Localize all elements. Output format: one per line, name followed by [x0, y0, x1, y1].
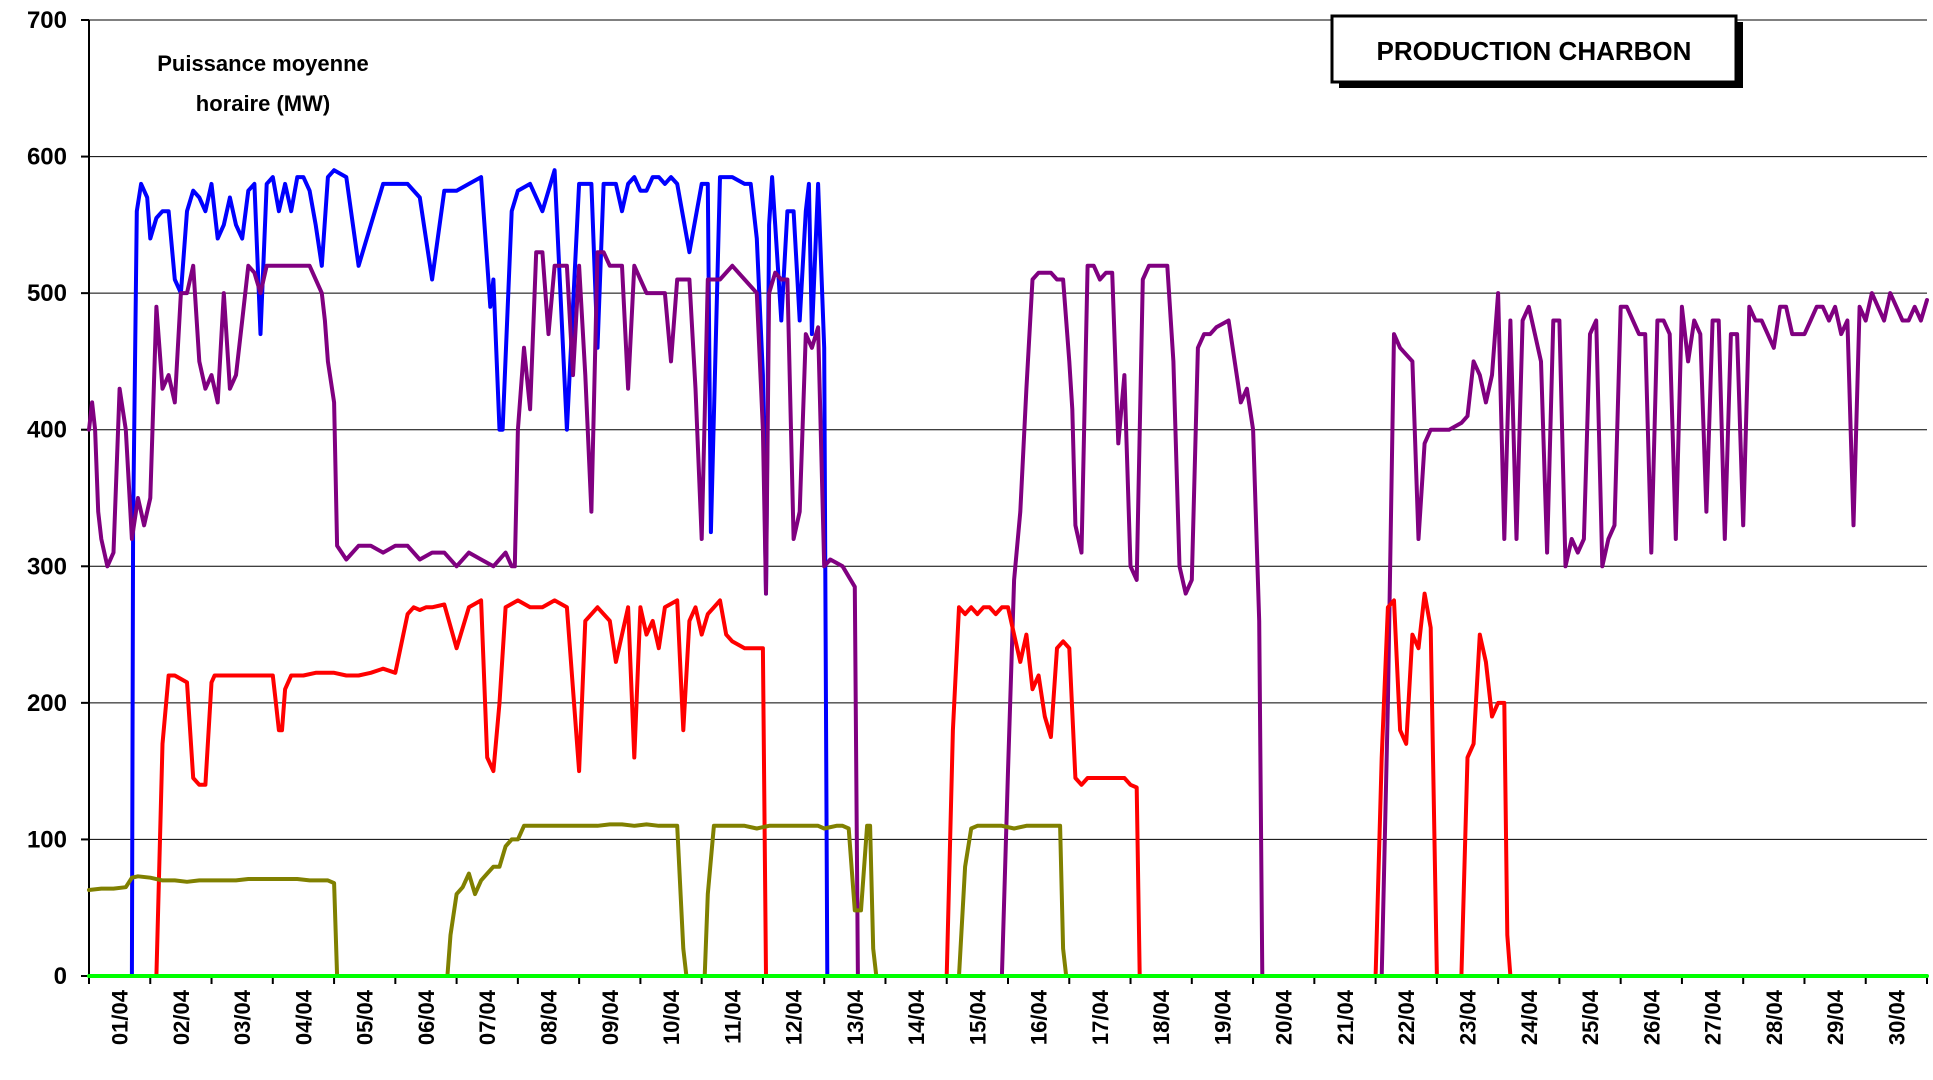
- x-tick-label: 28/04: [1762, 989, 1787, 1045]
- x-tick-label: 22/04: [1394, 989, 1419, 1045]
- series-line-10: [702, 823, 879, 978]
- x-tick-label: 04/04: [291, 989, 316, 1045]
- series-line-5: [944, 605, 1142, 978]
- y-tick-label: 200: [27, 690, 67, 717]
- x-tick-label: 12/04: [782, 989, 807, 1045]
- series-line-0: [129, 168, 830, 978]
- x-tick-label: 02/04: [169, 989, 194, 1045]
- x-tick-labels: 01/04 02/04 03/04 04/04 05/04 06/04 07/04 08/04…: [108, 989, 1910, 1045]
- series-line-1: [87, 250, 860, 978]
- series-line-4: [154, 598, 768, 978]
- x-tick-label: 01/04: [108, 989, 133, 1045]
- y-tick-label: 400: [27, 417, 67, 444]
- x-tick-label: 09/04: [598, 989, 623, 1045]
- x-tick-label: 17/04: [1088, 989, 1113, 1045]
- y-axis-label-line-1: Puissance moyenne: [157, 51, 369, 76]
- chart-title: PRODUCTION CHARBON: [1377, 36, 1692, 66]
- x-tick-label: 10/04: [659, 989, 684, 1045]
- x-tick-label: 06/04: [414, 989, 439, 1045]
- x-tick-label: 25/04: [1578, 989, 1603, 1045]
- x-tick-label: 27/04: [1701, 989, 1726, 1045]
- x-tick-label: 24/04: [1517, 989, 1542, 1045]
- y-axis-label: Puissance moyenne horaire (MW): [157, 51, 369, 116]
- x-tick-label: 26/04: [1639, 989, 1664, 1045]
- series-line-9: [445, 822, 689, 978]
- series-line-7: [1459, 632, 1513, 978]
- x-tick-label: 21/04: [1333, 989, 1358, 1045]
- x-tick-label: 05/04: [353, 989, 378, 1045]
- x-tick-label: 20/04: [1272, 989, 1297, 1045]
- x-tick-label: 08/04: [537, 989, 562, 1045]
- x-tick-label: 16/04: [1027, 989, 1052, 1045]
- y-tick-label: 100: [27, 826, 67, 853]
- x-tick-label: 29/04: [1823, 989, 1848, 1045]
- x-tick-label: 23/04: [1456, 989, 1481, 1045]
- series-line-8: [87, 874, 340, 978]
- y-tick-label: 0: [54, 963, 67, 990]
- y-axis-label-line-2: horaire (MW): [196, 91, 330, 116]
- grid-lines: [89, 19, 1927, 840]
- y-tick-label: 500: [27, 280, 67, 307]
- x-tick-label: 13/04: [843, 989, 868, 1045]
- x-tick-label: 19/04: [1210, 989, 1235, 1045]
- x-tick-label: 18/04: [1149, 989, 1174, 1045]
- x-tick-label: 15/04: [965, 989, 990, 1045]
- y-tick-label: 300: [27, 553, 67, 580]
- chart-title-box: PRODUCTION CHARBON: [1330, 14, 1743, 88]
- series-group: [87, 168, 1929, 978]
- y-tick-labels: 0 100 200 300 400 500 600 700: [27, 7, 67, 990]
- x-tick-label: 03/04: [230, 989, 255, 1045]
- x-tick-label: 30/04: [1884, 989, 1909, 1045]
- series-line-11: [957, 823, 1069, 978]
- series-line-2: [999, 263, 1274, 978]
- y-tick-label: 600: [27, 144, 67, 171]
- x-tick-label: 11/04: [720, 989, 745, 1044]
- x-tick-label: 14/04: [904, 989, 929, 1045]
- y-tick-label: 700: [27, 7, 67, 34]
- series-line-3: [1379, 291, 1929, 978]
- x-tick-label: 07/04: [475, 989, 500, 1045]
- series-line-6: [1373, 591, 1439, 978]
